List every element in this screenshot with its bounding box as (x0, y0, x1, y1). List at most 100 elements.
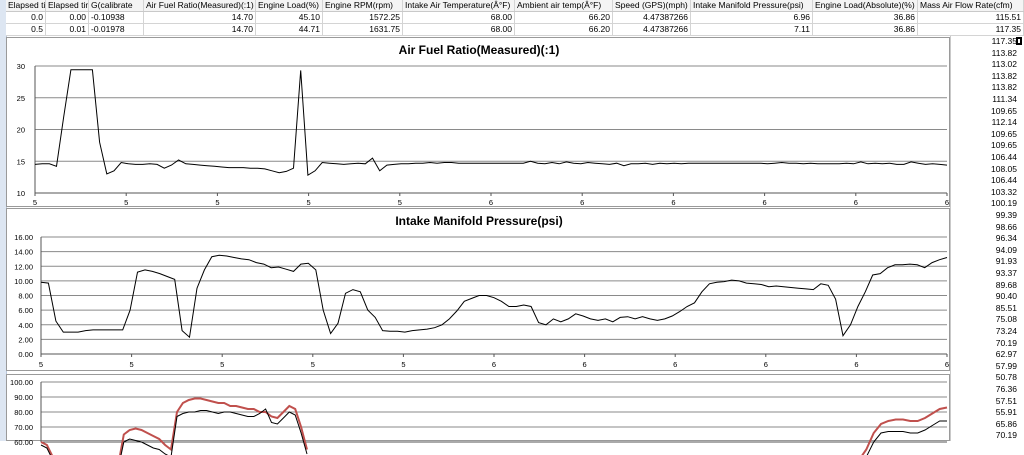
table-cell[interactable]: 117.35 (918, 24, 1024, 35)
table-cell[interactable]: 1572.25 (323, 12, 403, 23)
header-cell[interactable]: G(calibrate (89, 0, 144, 11)
maf-cell[interactable]: 98.66 (951, 222, 1017, 233)
maf-cell[interactable]: 109.65 (951, 106, 1017, 117)
header-cell[interactable]: Speed (GPS)(mph) (613, 0, 691, 11)
maf-cell[interactable]: 70.19 (951, 430, 1017, 441)
table-row[interactable]: 0.0 0.00 -0.10938 14.70 45.10 1572.25 68… (6, 12, 1024, 24)
table-cell[interactable]: -0.10938 (89, 12, 144, 23)
y-tick-label: 10.00 (14, 277, 33, 286)
maf-cell[interactable]: 106.44 (951, 152, 1017, 163)
maf-cell[interactable]: 93.37 (951, 268, 1017, 279)
maf-cell[interactable]: 113.82 (951, 48, 1017, 59)
maf-cell[interactable]: 91.93 (951, 256, 1017, 267)
header-cell[interactable]: Engine RPM(rpm) (323, 0, 403, 11)
table-cell[interactable]: 0.01 (46, 24, 89, 35)
x-tick-label: 6 (764, 360, 768, 369)
table-cell[interactable]: 68.00 (403, 12, 515, 23)
y-tick-label: 14.00 (14, 248, 33, 257)
maf-cell[interactable]: 57.51 (951, 396, 1017, 407)
table-cell[interactable]: 0.0 (6, 12, 46, 23)
maf-cell[interactable]: 94.09 (951, 245, 1017, 256)
header-cell[interactable]: Intake Air Temperature(Â°F) (403, 0, 515, 11)
header-cell[interactable]: Ambient air temp(Â°F) (515, 0, 613, 11)
header-cell[interactable]: Elapsed tim (6, 0, 46, 11)
x-tick-label: 5 (311, 360, 315, 369)
header-cell[interactable]: Intake Manifold Pressure(psi) (691, 0, 813, 11)
table-cell[interactable]: 4.47387266 (613, 12, 691, 23)
table-cell[interactable]: 1631.75 (323, 24, 403, 35)
table-cell[interactable]: 44.71 (256, 24, 323, 35)
table-cell[interactable]: 6.96 (691, 12, 813, 23)
x-tick-label: 6 (489, 198, 493, 207)
maf-cell[interactable]: 62.97 (951, 349, 1017, 360)
spreadsheet[interactable]: Elapsed tim Elapsed tim G(calibrate Air … (0, 0, 1024, 441)
y-tick-label: 60.00 (14, 438, 33, 447)
maf-cell[interactable]: 113.82 (951, 82, 1017, 93)
y-tick-label: 90.00 (14, 393, 33, 402)
table-cell[interactable]: 36.86 (813, 24, 918, 35)
table-cell[interactable]: 0.5 (6, 24, 46, 35)
maf-cell[interactable]: 76.36 (951, 384, 1017, 395)
maf-cell[interactable]: 90.40 (951, 291, 1017, 302)
header-row[interactable]: Elapsed tim Elapsed tim G(calibrate Air … (6, 0, 1024, 12)
y-tick-label: 4.00 (18, 321, 33, 330)
header-cell[interactable]: Engine Load(Absolute)(%) (813, 0, 918, 11)
header-cell[interactable]: Elapsed tim (46, 0, 89, 11)
maf-cell[interactable]: 96.34 (951, 233, 1017, 244)
table-cell[interactable]: -0.01978 (89, 24, 144, 35)
maf-cell[interactable]: 89.68 (951, 280, 1017, 291)
maf-cell[interactable]: 57.99 (951, 361, 1017, 372)
maf-cell[interactable]: 106.44 (951, 175, 1017, 186)
maf-cell[interactable]: 50.78 (951, 372, 1017, 383)
y-tick-label: 20 (17, 126, 25, 135)
header-cell[interactable]: Mass Air Flow Rate(cfm) (918, 0, 1024, 11)
x-tick-label: 6 (671, 198, 675, 207)
maf-cell[interactable]: 113.82 (951, 71, 1017, 82)
x-tick-label: 6 (945, 360, 949, 369)
y-tick-label: 15 (17, 157, 25, 166)
maf-cell[interactable]: 113.02 (951, 59, 1017, 70)
maf-cell[interactable]: 109.65 (951, 129, 1017, 140)
maf-cell[interactable]: 103.32 (951, 187, 1017, 198)
maf-cell[interactable]: 73.24 (951, 326, 1017, 337)
table-cell[interactable]: 115.51 (918, 12, 1024, 23)
table-cell[interactable]: 14.70 (144, 24, 256, 35)
maf-cell[interactable]: 75.08 (951, 314, 1017, 325)
chart-title: Air Fuel Ratio(Measured)(:1) (399, 43, 560, 57)
maf-cell[interactable]: 99.39 (951, 210, 1017, 221)
y-tick-label: 12.00 (14, 262, 33, 271)
x-tick-label: 5 (401, 360, 405, 369)
maf-cell[interactable]: 70.19 (951, 338, 1017, 349)
maf-cell[interactable]: 85.51 (951, 303, 1017, 314)
maf-cell[interactable]: 109.65 (951, 140, 1017, 151)
x-tick-label: 6 (854, 360, 858, 369)
maf-cell[interactable]: 100.19 (951, 198, 1017, 209)
table-cell[interactable]: 45.10 (256, 12, 323, 23)
maf-cell[interactable]: 111.34 (951, 94, 1017, 105)
table-row[interactable]: 0.5 0.01 -0.01978 14.70 44.71 1631.75 68… (6, 24, 1024, 36)
table-cell[interactable]: 0.00 (46, 12, 89, 23)
maf-cell[interactable]: 108.05 (951, 164, 1017, 175)
table-cell[interactable]: 4.47387266 (613, 24, 691, 35)
table-cell[interactable]: 7.11 (691, 24, 813, 35)
y-tick-label: 100.00 (10, 378, 33, 387)
table-cell[interactable]: 14.70 (144, 12, 256, 23)
header-cell[interactable]: Engine Load(%) (256, 0, 323, 11)
maf-cell[interactable]: 112.14 (951, 117, 1017, 128)
maf-cell[interactable]: 117.35 (951, 36, 1017, 47)
maf-cell[interactable]: 55.91 (951, 407, 1017, 418)
table-cell[interactable]: 66.20 (515, 24, 613, 35)
table-cell[interactable]: 36.86 (813, 12, 918, 23)
maf-cell[interactable]: 65.86 (951, 419, 1017, 430)
header-cell[interactable]: Air Fuel Ratio(Measured)(:1) (144, 0, 256, 11)
table-cell[interactable]: 66.20 (515, 12, 613, 23)
table-cell[interactable]: 68.00 (403, 24, 515, 35)
cell-selection-marker[interactable] (1016, 37, 1022, 45)
y-tick-label: 80.00 (14, 408, 33, 417)
